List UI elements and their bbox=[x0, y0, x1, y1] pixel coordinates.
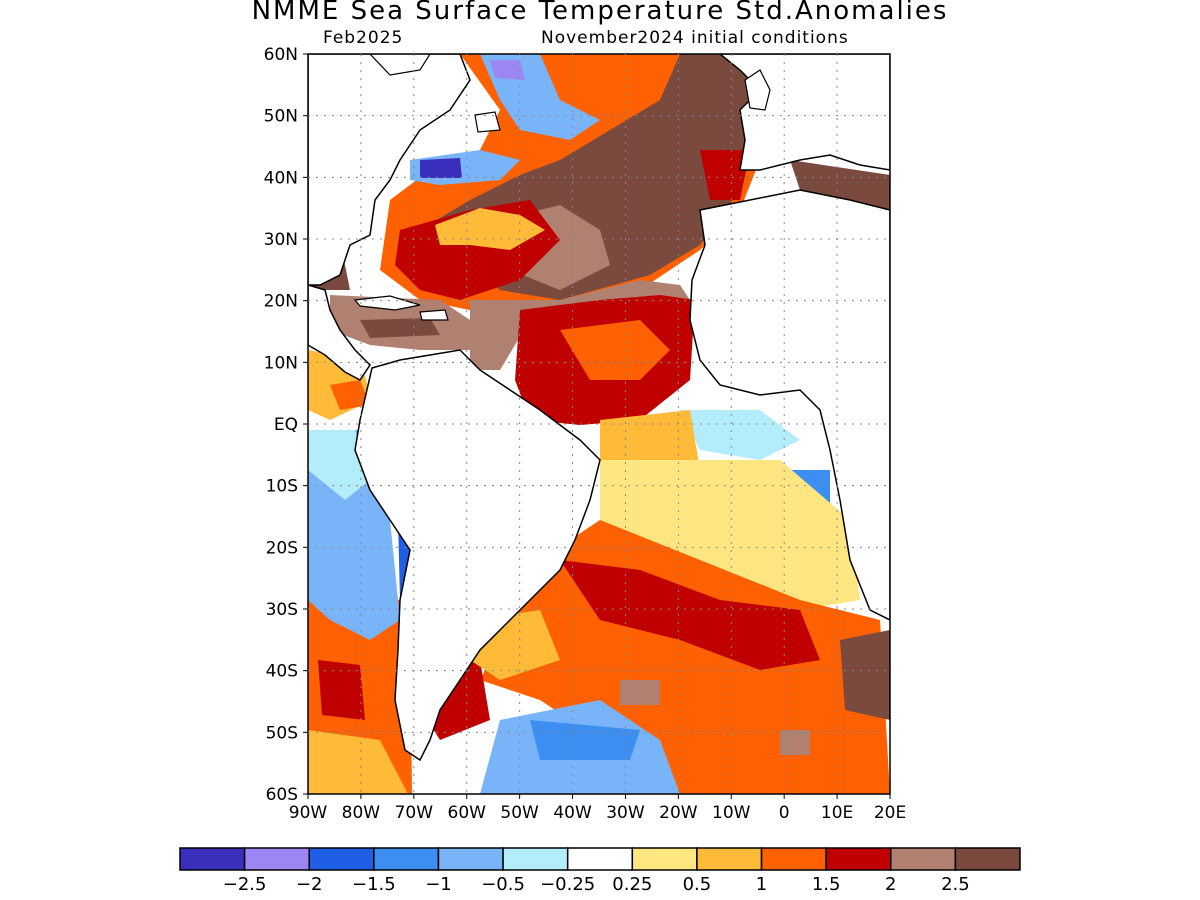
colorbar-label: 2.5 bbox=[941, 874, 970, 895]
anomaly-region-tropical-atlantic-orange bbox=[560, 320, 670, 380]
colorbar-swatch bbox=[696, 847, 763, 871]
land-greenland-fragment bbox=[369, 54, 431, 76]
colorbar: −2.5 −2 −1.5 −1 −0.5 −0.25 0.25 0.5 1 1.5 2 2.5 bbox=[179, 847, 1021, 895]
colorbar-label: 2 bbox=[885, 874, 896, 895]
lon-tick-label: 10E bbox=[821, 803, 853, 823]
colorbar-label: −2 bbox=[296, 874, 323, 895]
lon-tick-label: 70W bbox=[395, 803, 434, 823]
colorbar-swatch bbox=[566, 847, 634, 871]
lon-tick-label: 60W bbox=[448, 803, 487, 823]
anomaly-region-iberia-coast bbox=[700, 150, 750, 200]
latitude-axis: 60N 50N 40N 30N 20N 10N EQ 10S 20S 30S 40S 50S 60S bbox=[264, 45, 308, 805]
colorbar-swatch bbox=[179, 847, 246, 871]
colorbar-swatch bbox=[308, 847, 375, 871]
gridlines bbox=[308, 54, 890, 794]
anomaly-region-gulf-of-guinea-cool bbox=[680, 410, 800, 460]
anomaly-region-south-atlantic-spot-2 bbox=[780, 730, 810, 755]
anomaly-region-southern-ocean-core bbox=[530, 720, 640, 760]
lat-tick-label: 50S bbox=[266, 723, 298, 743]
colorbar-swatch bbox=[825, 847, 892, 871]
lat-tick-label: 20N bbox=[264, 292, 298, 312]
colorbar-label: −0.5 bbox=[481, 874, 525, 895]
colorbar-label: 1.5 bbox=[812, 874, 841, 895]
lon-tick-label: 90W bbox=[289, 803, 328, 823]
anomaly-region-newfoundland-core bbox=[420, 158, 462, 178]
lon-tick-label: 40W bbox=[553, 803, 592, 823]
lat-tick-label: 10S bbox=[266, 477, 298, 497]
colorbar-swatch bbox=[437, 847, 504, 871]
longitude-axis: 90W 80W 70W 60W 50W 40W 30W 20W 10W 0 10E 20E bbox=[289, 794, 906, 823]
lon-tick-label: 20E bbox=[874, 803, 906, 823]
land-central-america bbox=[308, 284, 371, 381]
anomaly-region-caribbean-dark bbox=[360, 318, 440, 338]
lat-tick-label: 60N bbox=[264, 45, 298, 65]
lon-tick-label: 50W bbox=[500, 803, 539, 823]
colorbar-label: −0.25 bbox=[540, 874, 595, 895]
colorbar-label: −2.5 bbox=[223, 874, 267, 895]
land-north-america bbox=[308, 54, 471, 286]
anomaly-region-labrador-core bbox=[490, 60, 525, 80]
land-south-america bbox=[354, 349, 601, 762]
lat-tick-label: 30S bbox=[266, 600, 298, 620]
land-newfoundland bbox=[474, 111, 501, 133]
colorbar-label: −1.5 bbox=[352, 874, 396, 895]
anomaly-region-southeast-pacific-red bbox=[318, 660, 365, 720]
lon-tick-label: 10W bbox=[712, 803, 751, 823]
lat-tick-label: 20S bbox=[266, 538, 298, 558]
lat-tick-label: EQ bbox=[274, 415, 298, 435]
lon-tick-label: 80W bbox=[342, 803, 381, 823]
lat-tick-label: 50N bbox=[264, 107, 298, 127]
land-europe bbox=[718, 54, 890, 171]
colorbar-label: 0.5 bbox=[683, 874, 712, 895]
initial-conditions-label: November2024 initial conditions bbox=[541, 28, 849, 48]
colorbar-label: −1 bbox=[425, 874, 452, 895]
anomaly-field bbox=[308, 54, 890, 794]
colorbar-swatch bbox=[890, 847, 957, 871]
colorbar-swatch bbox=[631, 847, 698, 871]
lat-tick-label: 40S bbox=[266, 662, 298, 682]
lon-tick-label: 0 bbox=[779, 803, 790, 823]
colorbar-swatch bbox=[954, 847, 1021, 871]
anomaly-region-peru-coast-light bbox=[308, 430, 370, 500]
anomaly-region-southeast-pacific-yellow bbox=[308, 730, 408, 794]
anomaly-region-agulhas-brown bbox=[840, 630, 890, 720]
colorbar-label: 0.25 bbox=[612, 874, 652, 895]
chart-title: NMME Sea Surface Temperature Std.Anomali… bbox=[251, 0, 949, 26]
colorbar-swatch bbox=[760, 847, 827, 871]
colorbar-swatch bbox=[373, 847, 440, 871]
anomaly-region-panama-bight bbox=[330, 380, 370, 410]
lat-tick-label: 10N bbox=[264, 353, 298, 373]
colorbar-swatch bbox=[502, 847, 569, 871]
lon-tick-label: 30W bbox=[606, 803, 645, 823]
land-cuba bbox=[353, 295, 421, 311]
forecast-month: Feb2025 bbox=[323, 28, 404, 48]
land-hispaniola bbox=[419, 309, 449, 321]
anomaly-region-south-atlantic-core bbox=[560, 560, 820, 670]
anomaly-region-south-atlantic-spot-1 bbox=[620, 680, 660, 705]
lon-tick-label: 20W bbox=[659, 803, 698, 823]
land-british-isles bbox=[744, 69, 771, 111]
lat-tick-label: 40N bbox=[264, 168, 298, 188]
lat-tick-label: 60S bbox=[266, 785, 298, 805]
colorbar-label: 1 bbox=[756, 874, 767, 895]
land-africa bbox=[689, 189, 890, 621]
colorbar-swatch bbox=[243, 847, 310, 871]
lat-tick-label: 30N bbox=[264, 230, 298, 250]
